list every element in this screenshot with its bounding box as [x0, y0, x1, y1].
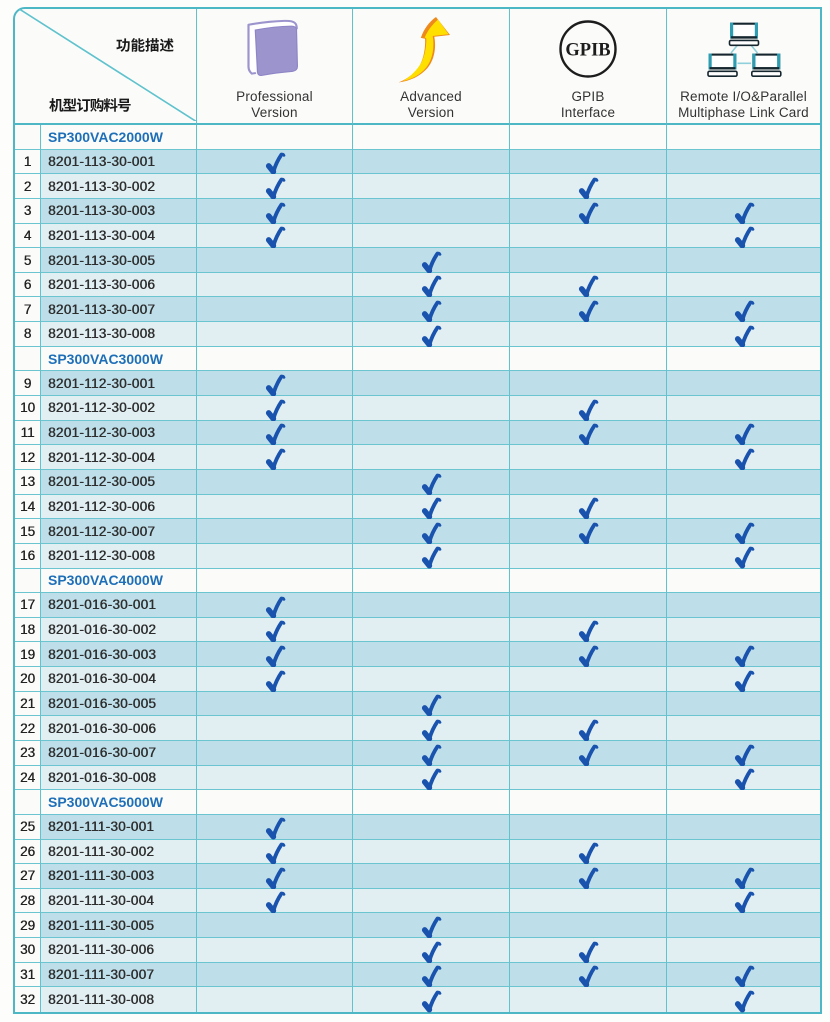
- svg-text:GPIB: GPIB: [565, 41, 610, 61]
